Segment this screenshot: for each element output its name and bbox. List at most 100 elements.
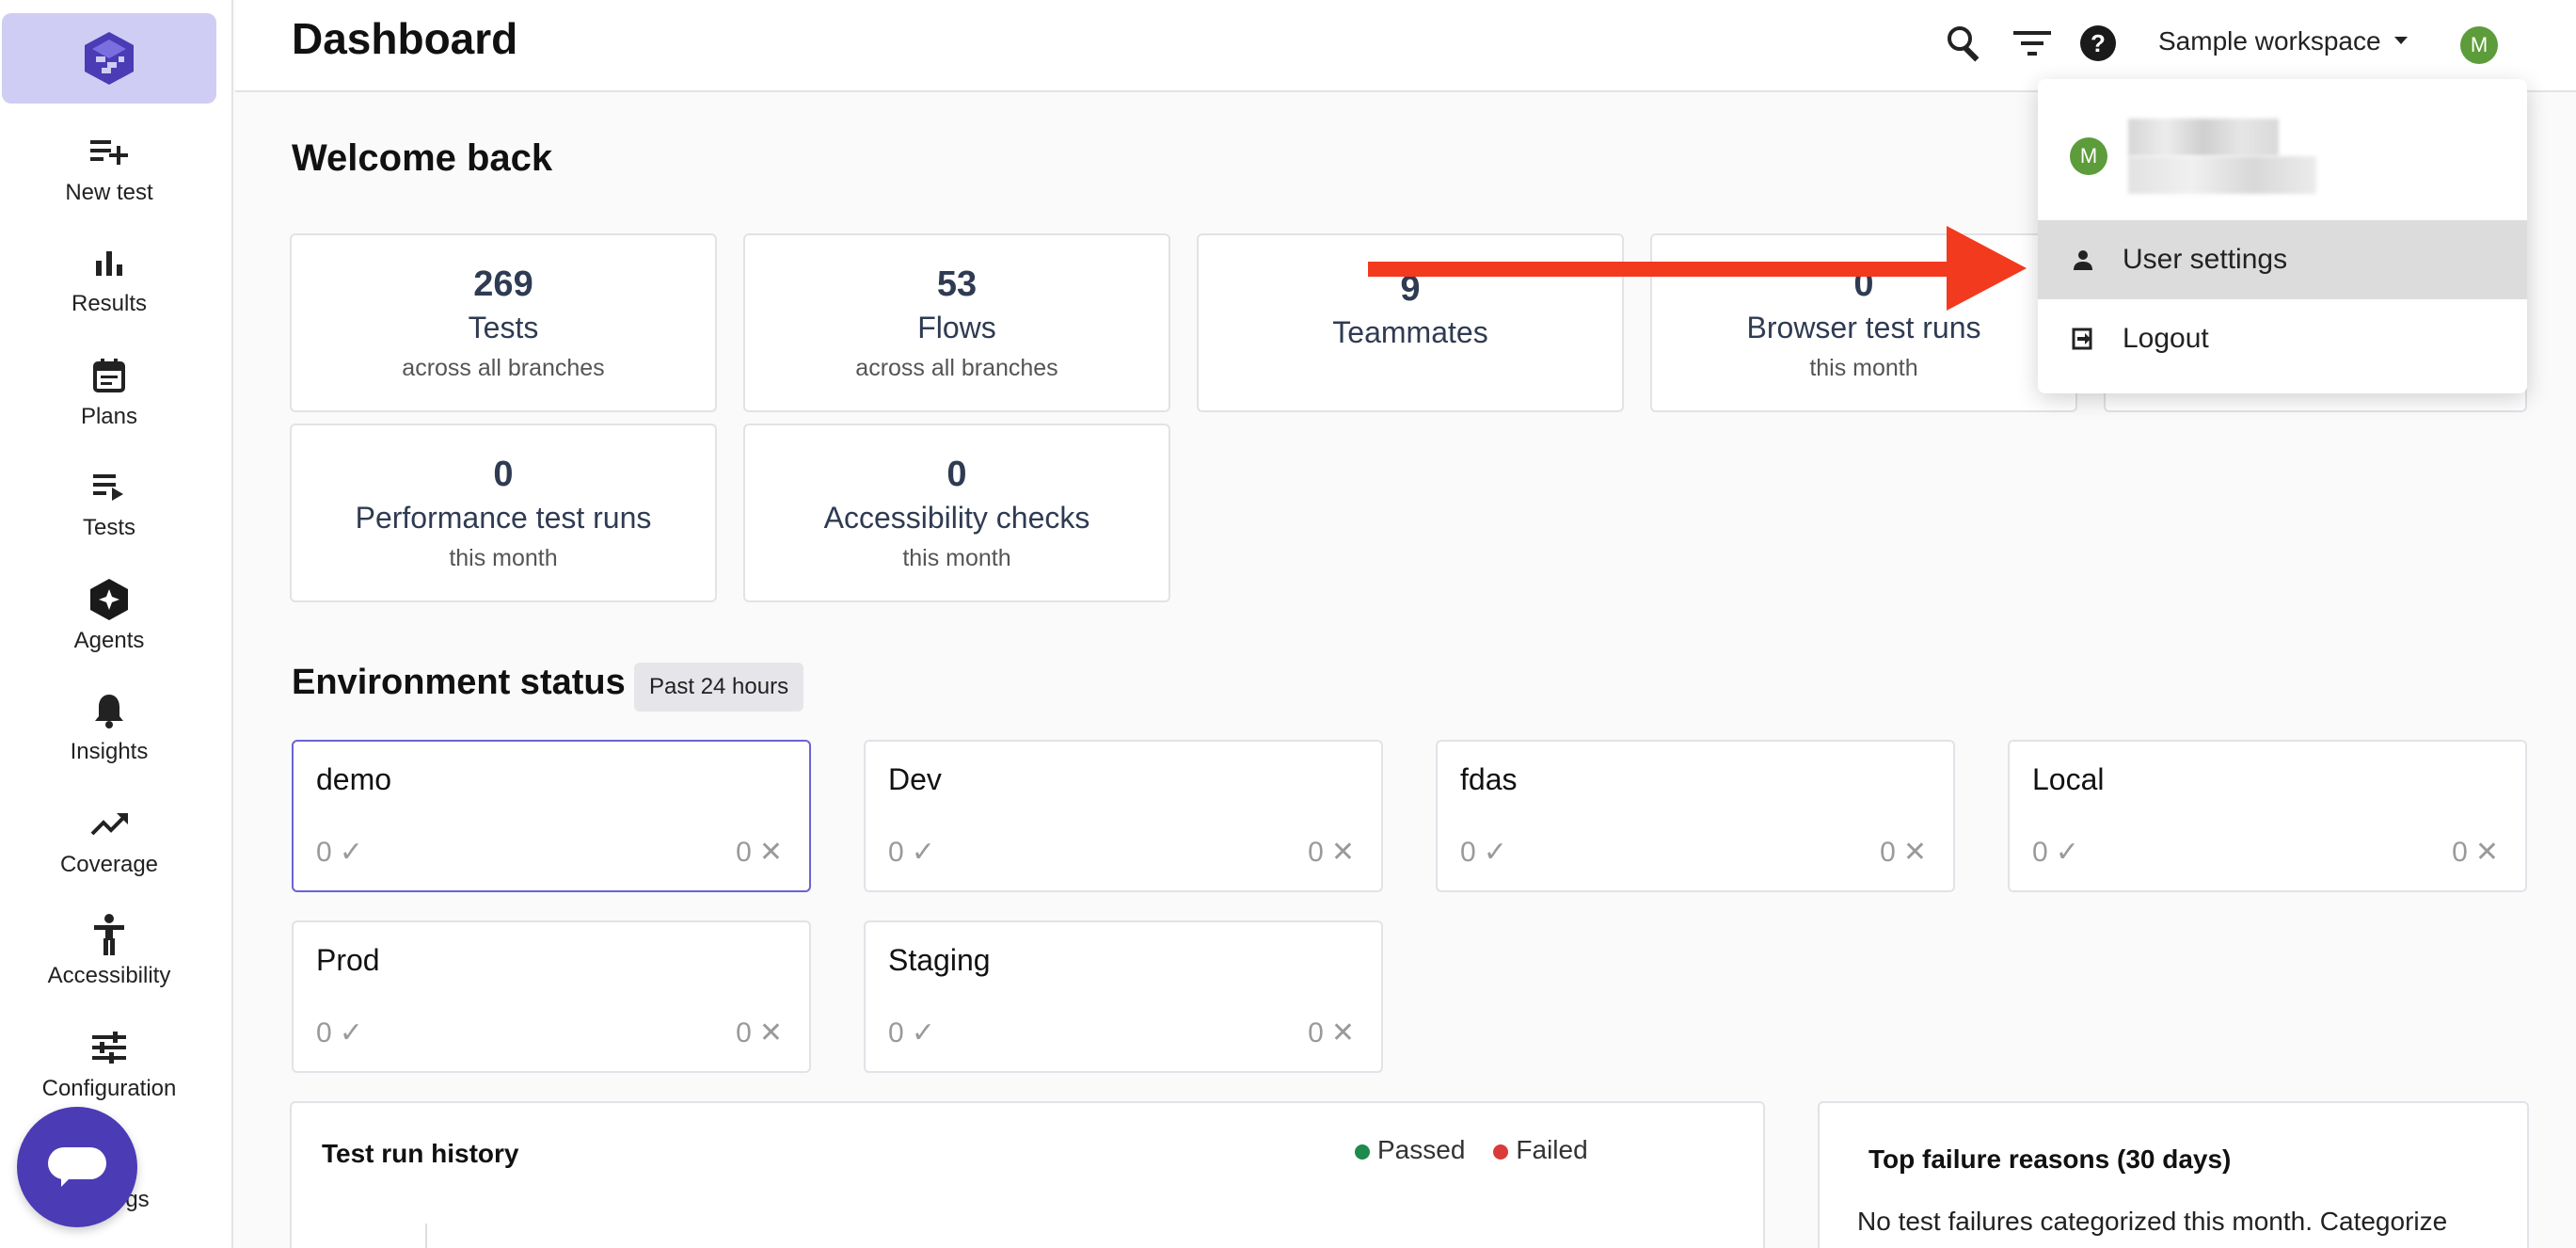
check-icon: ✓ (2055, 837, 2079, 868)
stat-sublabel: across all branches (402, 354, 605, 381)
logo[interactable] (2, 13, 216, 104)
redacted-name (2128, 119, 2279, 156)
search-icon[interactable] (1944, 23, 1985, 64)
stat-label: Performance test runs (355, 500, 652, 535)
env-passed: 0 ✓ (2032, 836, 2079, 869)
env-failed: 0 ✕ (1308, 1016, 1355, 1049)
top-failures-panel: Top failure reasons (30 days) No test fa… (1818, 1101, 2529, 1248)
menu-item-label: Logout (2123, 323, 2209, 354)
sidebar: New test Results Plans Tests Agents (0, 0, 233, 1248)
env-card-dev[interactable]: Dev 0 ✓ 0 ✕ (864, 740, 1383, 892)
env-name: fdas (1460, 762, 1518, 796)
workspace-name: Sample workspace (2158, 26, 2381, 56)
sidebar-item-agents[interactable]: Agents (0, 565, 218, 668)
top-header: Dashboard ? Sample workspace M (235, 0, 2576, 92)
stat-card-accessibility-checks[interactable]: 0 Accessibility checks this month (743, 424, 1170, 602)
sidebar-item-coverage[interactable]: Coverage (0, 789, 218, 892)
env-failed: 0 ✕ (1308, 836, 1355, 869)
check-icon: ✓ (339, 1017, 363, 1048)
env-name: Local (2032, 762, 2105, 796)
stat-value: 53 (936, 264, 978, 304)
stat-card-flows[interactable]: 53 Flows across all branches (743, 233, 1170, 412)
menu-item-label: User settings (2123, 244, 2288, 275)
env-passed: 0 ✓ (1460, 836, 1507, 869)
sidebar-item-insights[interactable]: Insights (0, 676, 218, 779)
chart-axis (425, 1224, 427, 1248)
env-name: Staging (888, 943, 991, 977)
env-passed: 0 ✓ (316, 836, 363, 869)
chart-legend: Passed Failed (1355, 1135, 1588, 1165)
env-failed: 0 ✕ (1880, 836, 1927, 869)
check-icon: ✓ (911, 1017, 935, 1048)
test-run-history-panel: Test run history (290, 1101, 1765, 1248)
sidebar-item-label: New test (65, 180, 153, 205)
x-icon: ✕ (758, 1017, 783, 1048)
sidebar-item-label: Configuration (41, 1076, 177, 1101)
sidebar-item-accessibility[interactable]: Accessibility (0, 900, 218, 1003)
filter-icon[interactable] (2012, 23, 2053, 64)
check-icon: ✓ (1483, 837, 1507, 868)
x-icon: ✕ (1330, 1017, 1355, 1048)
panel-title: Top failure reasons (30 days) (1868, 1144, 2232, 1174)
agent-hexagon-icon (88, 579, 130, 620)
stat-label: Flows (917, 310, 996, 344)
accessibility-icon (88, 914, 130, 955)
x-icon: ✕ (1330, 837, 1355, 868)
env-failed: 0 ✕ (2452, 836, 2499, 869)
logo-icon (85, 32, 134, 85)
environment-status-heading: Environment status (292, 663, 626, 702)
check-icon: ✓ (339, 837, 363, 868)
red-arrow-annotation (1368, 226, 2027, 311)
env-passed: 0 ✓ (888, 836, 935, 869)
svg-text:?: ? (2091, 29, 2106, 57)
env-card-prod[interactable]: Prod 0 ✓ 0 ✕ (292, 920, 811, 1073)
stat-sublabel: this month (449, 544, 558, 571)
env-card-local[interactable]: Local 0 ✓ 0 ✕ (2008, 740, 2527, 892)
sidebar-item-new-test[interactable]: New test (0, 117, 218, 220)
check-icon: ✓ (911, 837, 935, 868)
calendar-icon (88, 355, 130, 396)
sidebar-item-results[interactable]: Results (0, 228, 218, 331)
env-passed: 0 ✓ (888, 1016, 935, 1049)
help-icon[interactable]: ? (2077, 23, 2119, 64)
stat-value: 9 (1400, 269, 1421, 309)
env-name: demo (316, 762, 392, 796)
sidebar-item-configuration[interactable]: Configuration (0, 1013, 218, 1116)
stat-value: 0 (493, 454, 514, 494)
stat-card-tests[interactable]: 269 Tests across all branches (290, 233, 717, 412)
person-icon (2064, 249, 2102, 270)
caret-down-icon (2393, 37, 2408, 44)
chat-icon (48, 1147, 106, 1187)
welcome-heading: Welcome back (292, 137, 553, 179)
x-icon: ✕ (758, 837, 783, 868)
user-menu-dropdown: M User settings Logout (2038, 79, 2527, 393)
panel-title: Test run history (322, 1139, 519, 1168)
menu-item-logout[interactable]: Logout (2038, 299, 2527, 378)
stat-sublabel: this month (1809, 354, 1918, 381)
env-card-fdas[interactable]: fdas 0 ✓ 0 ✕ (1436, 740, 1955, 892)
stat-value: 269 (473, 264, 533, 304)
env-card-staging[interactable]: Staging 0 ✓ 0 ✕ (864, 920, 1383, 1073)
sidebar-item-label: Insights (70, 739, 149, 764)
env-passed: 0 ✓ (316, 1016, 363, 1049)
sidebar-item-tests[interactable]: Tests (0, 452, 218, 555)
env-name: Prod (316, 943, 380, 977)
menu-item-user-settings[interactable]: User settings (2038, 220, 2527, 299)
failures-empty-text: No test failures categorized this month.… (1857, 1207, 2448, 1236)
page-title: Dashboard (292, 14, 518, 63)
stat-label: Browser test runs (1746, 310, 1981, 344)
sliders-icon (88, 1027, 130, 1068)
env-card-demo[interactable]: demo 0 ✓ 0 ✕ (292, 740, 811, 892)
sidebar-item-label: Accessibility (47, 963, 171, 988)
chat-launcher-button[interactable] (17, 1107, 137, 1227)
sidebar-item-plans[interactable]: Plans (0, 341, 218, 444)
sidebar-item-label: Results (71, 291, 148, 316)
stat-label: Tests (468, 310, 539, 344)
sidebar-item-label: Plans (80, 404, 138, 429)
stat-card-performance-runs[interactable]: 0 Performance test runs this month (290, 424, 717, 602)
env-failed: 0 ✕ (736, 1016, 783, 1049)
sidebar-item-label: Tests (82, 515, 135, 540)
workspace-selector[interactable]: Sample workspace (2158, 26, 2408, 56)
user-avatar[interactable]: M (2460, 26, 2498, 64)
